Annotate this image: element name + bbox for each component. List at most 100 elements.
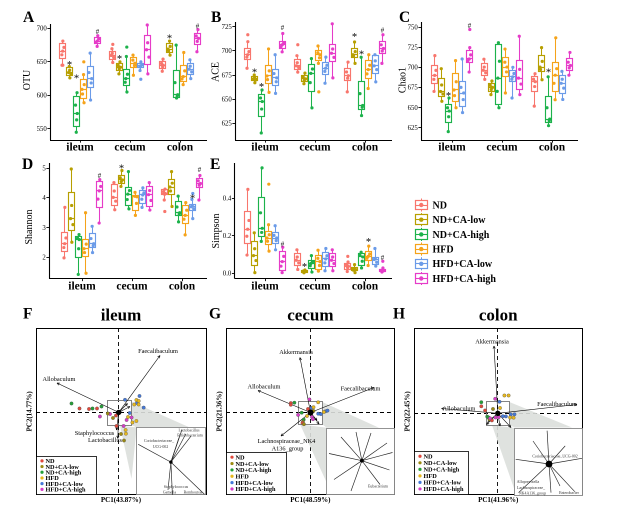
svg-text:#: # — [281, 241, 285, 248]
svg-text:ND+CA-low: ND+CA-low — [46, 464, 80, 471]
svg-text:UCG-002: UCG-002 — [153, 445, 168, 449]
svg-text:ND: ND — [46, 458, 56, 465]
svg-text:*: * — [117, 54, 122, 65]
svg-text:ND: ND — [433, 200, 447, 211]
svg-text:Shannon: Shannon — [24, 210, 35, 245]
svg-text:HFD: HFD — [424, 473, 438, 480]
svg-text:#: # — [198, 167, 202, 174]
svg-text:Lachnospiraceae_: Lachnospiraceae_ — [517, 486, 545, 490]
svg-text:*: * — [190, 194, 195, 205]
svg-text:ileum: ileum — [68, 281, 96, 293]
svg-text:HFD+CA-low: HFD+CA-low — [236, 480, 274, 487]
svg-text:#: # — [468, 23, 472, 30]
svg-text:HFD+CA-high: HFD+CA-high — [424, 486, 464, 493]
svg-text:2: 2 — [42, 254, 46, 261]
svg-text:*: * — [119, 163, 124, 174]
svg-text:0.0: 0.0 — [223, 270, 232, 277]
svg-text:0.4: 0.4 — [223, 196, 232, 203]
svg-text:PC1(48.59%): PC1(48.59%) — [290, 496, 331, 504]
svg-text:*: * — [67, 60, 72, 71]
svg-text:ND+CA-low: ND+CA-low — [236, 461, 270, 468]
svg-text:*: * — [352, 32, 357, 43]
svg-text:Lactobacillus: Lactobacillus — [179, 429, 200, 433]
svg-text:700: 700 — [222, 48, 233, 55]
svg-text:Eubacterium: Eubacterium — [368, 485, 388, 489]
svg-text:cecum: cecum — [287, 306, 333, 325]
svg-text:HFD: HFD — [236, 474, 250, 481]
svg-text:0.2: 0.2 — [223, 233, 232, 240]
svg-text:colon: colon — [167, 142, 194, 154]
svg-text:OTU: OTU — [22, 69, 33, 90]
svg-text:HFD+CA-high: HFD+CA-high — [46, 487, 86, 494]
svg-text:HFD+CA-low: HFD+CA-low — [433, 259, 493, 270]
svg-text:Akkermansia: Akkermansia — [475, 339, 509, 346]
svg-text:3: 3 — [42, 225, 46, 232]
svg-text:HFD: HFD — [433, 245, 454, 256]
svg-text:ileum: ileum — [438, 142, 466, 154]
svg-text:4: 4 — [42, 195, 46, 202]
svg-text:#: # — [98, 173, 102, 180]
svg-text:HFD: HFD — [46, 475, 60, 482]
svg-text:600: 600 — [37, 93, 48, 100]
svg-text:550: 550 — [37, 126, 48, 133]
svg-text:C: C — [399, 9, 410, 26]
svg-text:ileum: ileum — [251, 281, 279, 293]
svg-text:ND+CA-low: ND+CA-low — [433, 215, 487, 226]
svg-text:Allobaculum: Allobaculum — [43, 376, 76, 383]
svg-text:675: 675 — [408, 85, 419, 92]
svg-text:Faecalibaculum: Faecalibaculum — [138, 348, 178, 355]
svg-text:ACE: ACE — [211, 62, 222, 82]
svg-text:colon: colon — [539, 142, 566, 154]
svg-text:725: 725 — [222, 24, 233, 31]
svg-text:ND+CA-high: ND+CA-high — [433, 230, 490, 241]
svg-text:colon: colon — [479, 306, 518, 325]
svg-text:HFD+CA-high: HFD+CA-high — [236, 486, 276, 493]
svg-text:700: 700 — [408, 65, 419, 72]
svg-text:#: # — [281, 25, 285, 32]
svg-text:650: 650 — [37, 59, 48, 66]
svg-text:cecum: cecum — [116, 281, 148, 293]
svg-text:#: # — [196, 24, 200, 31]
svg-text:675: 675 — [222, 72, 233, 79]
svg-text:#: # — [381, 255, 385, 262]
svg-text:*: * — [259, 82, 264, 93]
svg-text:ND: ND — [424, 454, 434, 461]
svg-text:NK4A136_group: NK4A136_group — [519, 491, 546, 495]
svg-text:PC2(21.36%): PC2(21.36%) — [216, 391, 224, 432]
svg-text:*: * — [74, 74, 79, 85]
svg-text:#: # — [96, 29, 100, 36]
svg-text:650: 650 — [408, 105, 419, 112]
svg-text:625: 625 — [408, 125, 419, 132]
svg-text:750: 750 — [408, 24, 419, 31]
svg-text:Faecalibaculum: Faecalibaculum — [537, 401, 577, 408]
svg-text:ND+CA-high: ND+CA-high — [424, 467, 460, 474]
svg-text:ND+CA-high: ND+CA-high — [46, 469, 82, 476]
svg-text:E: E — [210, 156, 220, 173]
svg-text:Staphylococcus: Staphylococcus — [75, 430, 115, 437]
svg-text:Enterobacter: Enterobacter — [559, 491, 580, 495]
svg-text:Lachnospiraceae_NK4: Lachnospiraceae_NK4 — [258, 438, 317, 445]
svg-text:Allobaculum: Allobaculum — [443, 406, 476, 413]
svg-text:Gemella: Gemella — [163, 491, 176, 495]
svg-text:Romboutsia: Romboutsia — [184, 491, 203, 495]
svg-text:ND: ND — [236, 454, 246, 461]
svg-text:5: 5 — [42, 166, 46, 173]
svg-text:H: H — [393, 306, 405, 323]
svg-text:625: 625 — [222, 121, 233, 128]
svg-text:B: B — [211, 9, 221, 26]
svg-text:*: * — [366, 237, 371, 248]
svg-text:colon: colon — [352, 142, 379, 154]
svg-text:HFD+CA-low: HFD+CA-low — [424, 480, 462, 487]
svg-text:*: * — [446, 91, 451, 102]
svg-text:*: * — [252, 68, 257, 79]
svg-text:cecum: cecum — [486, 142, 518, 154]
svg-text:PC2(22.45%): PC2(22.45%) — [404, 391, 412, 432]
svg-text:PC2(14.77%): PC2(14.77%) — [26, 391, 34, 432]
svg-text:700: 700 — [37, 26, 48, 33]
svg-text:Faecalibaculum: Faecalibaculum — [341, 386, 381, 393]
svg-text:ileum: ileum — [66, 142, 94, 154]
svg-text:Lactobacillus: Lactobacillus — [88, 437, 122, 444]
svg-text:cecum: cecum — [299, 281, 331, 293]
svg-text:colon: colon — [352, 281, 379, 293]
svg-text:ND+CA-low: ND+CA-low — [424, 460, 458, 467]
